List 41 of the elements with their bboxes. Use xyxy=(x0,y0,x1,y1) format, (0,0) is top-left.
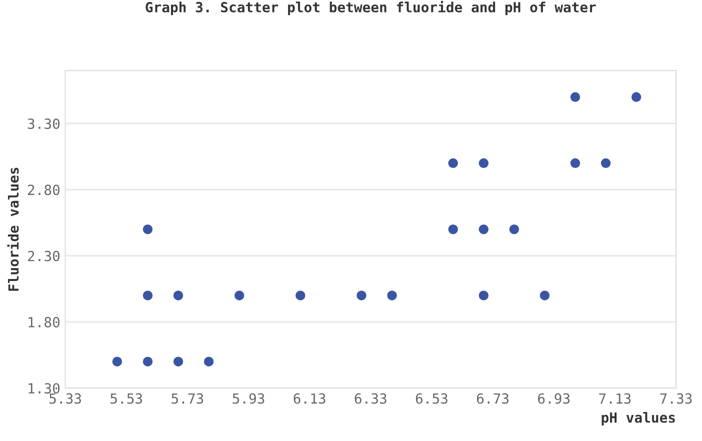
x-tick-label: 7.33 xyxy=(660,393,692,404)
x-tick-label: 5.33 xyxy=(50,393,81,404)
point xyxy=(234,290,244,300)
y-tick-label: 2.30 xyxy=(28,250,60,262)
x-tick-label: 5.73 xyxy=(172,393,204,404)
point xyxy=(142,290,153,300)
x-axis-title: pH values xyxy=(602,412,675,426)
point xyxy=(173,290,184,300)
chart-title: Graph 3. Scatter plot between fluoride and pH of water xyxy=(146,0,596,16)
point xyxy=(448,224,458,234)
x-tick-label: 5.53 xyxy=(110,393,142,404)
x-tick-label: 6.53 xyxy=(416,393,448,404)
point xyxy=(387,290,397,300)
point xyxy=(356,290,366,300)
point xyxy=(540,290,550,300)
x-tick-label: 6.73 xyxy=(476,393,508,404)
x-tick-label: 6.93 xyxy=(538,393,570,404)
x-tick-label: 7.13 xyxy=(599,393,631,404)
point xyxy=(204,356,214,366)
point xyxy=(142,224,153,234)
y-tick-label: 1.80 xyxy=(28,316,60,328)
point xyxy=(478,290,489,300)
y-tick-label: 3.30 xyxy=(28,118,60,129)
point xyxy=(509,224,520,234)
point xyxy=(296,290,306,300)
y-tick-label: 1.30 xyxy=(28,383,60,394)
point xyxy=(142,356,153,366)
point xyxy=(631,92,642,102)
y-axis-title: Fluoride values xyxy=(7,168,19,291)
point xyxy=(478,158,489,168)
point xyxy=(448,158,458,168)
x-tick-label: 5.93 xyxy=(232,393,264,404)
point xyxy=(173,356,184,366)
point xyxy=(478,224,489,234)
point xyxy=(570,92,580,102)
point xyxy=(600,158,611,168)
x-tick-label: 6.33 xyxy=(354,393,386,404)
y-tick-label: 2.80 xyxy=(28,184,60,196)
point xyxy=(570,158,580,168)
x-tick-label: 6.13 xyxy=(294,393,326,404)
point xyxy=(112,356,122,366)
